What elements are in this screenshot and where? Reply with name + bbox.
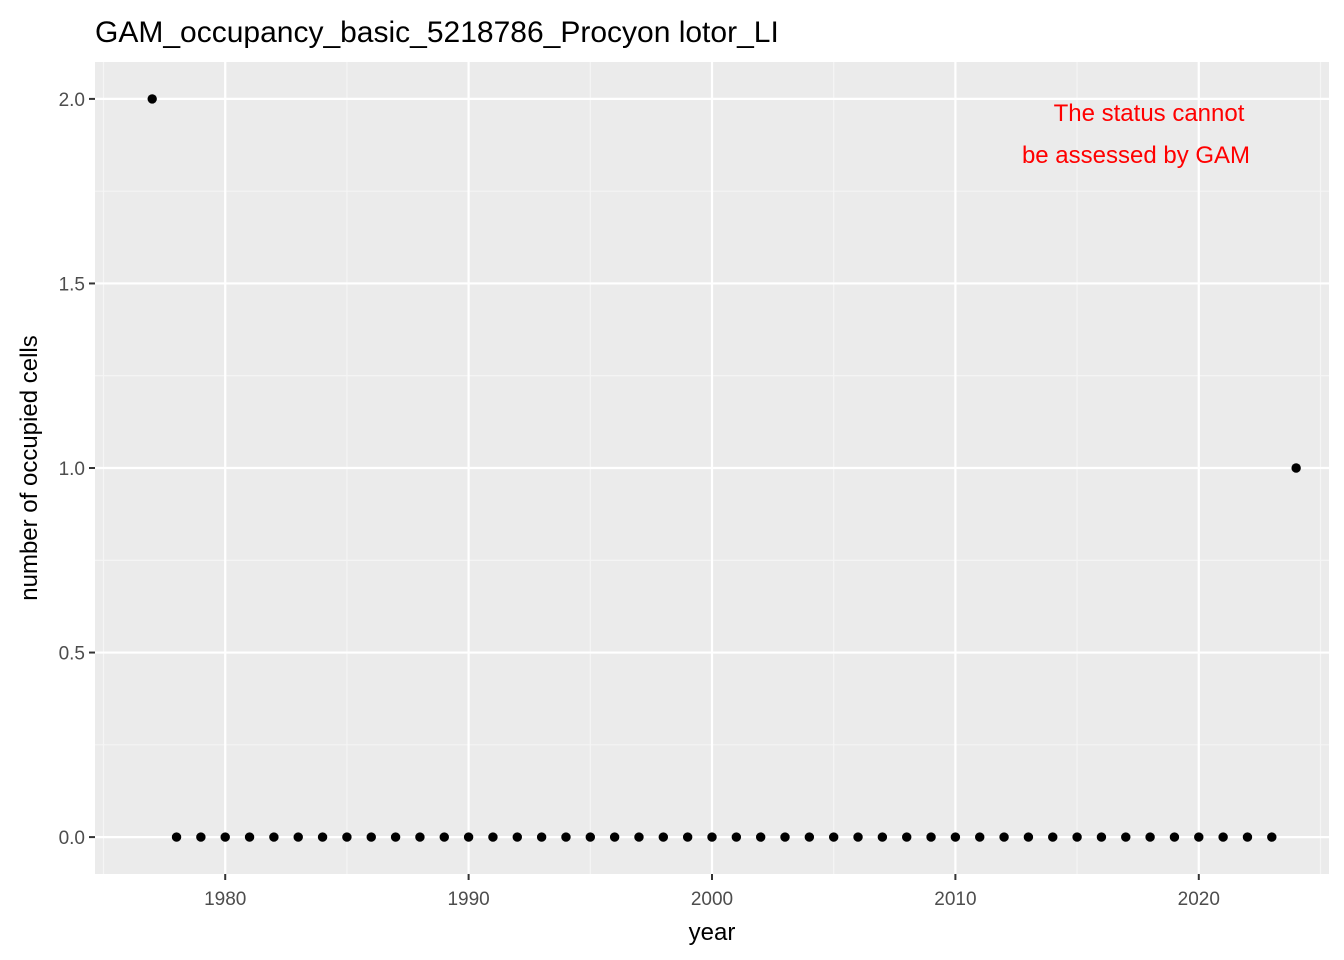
y-tick-label: 0.5 xyxy=(59,644,85,665)
y-tick-label: 2.0 xyxy=(59,90,85,111)
data-point xyxy=(293,832,303,842)
x-tick-label: 2000 xyxy=(691,889,733,910)
data-point xyxy=(731,832,742,842)
data-point xyxy=(609,832,620,842)
data-point xyxy=(244,832,255,842)
y-tick-label: 0.0 xyxy=(59,828,85,849)
annotation-line-1: The status cannot xyxy=(1054,100,1245,127)
data-point xyxy=(196,832,206,842)
data-point xyxy=(439,832,449,842)
data-point xyxy=(1048,832,1058,842)
data-point xyxy=(366,832,376,842)
data-point xyxy=(390,832,401,842)
data-point xyxy=(1218,832,1228,842)
data-point xyxy=(707,832,717,842)
y-axis-ticks: 0.0 0.5 1.0 1.5 2.0 xyxy=(59,90,95,849)
data-point xyxy=(682,832,693,842)
x-axis-title: year xyxy=(689,919,736,946)
data-point xyxy=(317,832,328,842)
data-point xyxy=(512,832,522,842)
x-tick-label: 2010 xyxy=(934,889,976,910)
data-point xyxy=(561,832,571,842)
data-point xyxy=(147,94,157,104)
data-point xyxy=(1242,832,1253,842)
data-point xyxy=(804,832,815,842)
data-point xyxy=(171,832,182,842)
data-point xyxy=(755,832,766,842)
x-tick-label: 1980 xyxy=(204,889,246,910)
data-point xyxy=(1145,832,1155,842)
data-point xyxy=(658,832,669,842)
status-annotation: The status cannot be assessed by GAM xyxy=(1022,100,1250,169)
data-point xyxy=(975,832,985,842)
data-point xyxy=(634,832,644,842)
x-tick-label: 1990 xyxy=(447,889,489,910)
data-point xyxy=(1072,832,1082,842)
data-point xyxy=(950,832,961,842)
data-point xyxy=(1121,832,1131,842)
y-tick-label: 1.5 xyxy=(59,274,85,295)
chart-title: GAM_occupancy_basic_5218786_Procyon loto… xyxy=(95,16,779,49)
data-point xyxy=(1023,832,1034,842)
data-point xyxy=(220,832,230,842)
data-point xyxy=(342,832,352,842)
data-point xyxy=(877,832,888,842)
annotation-line-2: be assessed by GAM xyxy=(1022,142,1250,169)
data-point xyxy=(780,832,790,842)
data-point xyxy=(463,832,474,842)
data-points xyxy=(147,94,1301,842)
data-point xyxy=(536,832,547,842)
data-point xyxy=(828,832,839,842)
data-point xyxy=(1194,832,1204,842)
data-point xyxy=(1267,832,1277,842)
data-point xyxy=(269,832,279,842)
data-point xyxy=(1291,463,1301,473)
data-point xyxy=(926,832,936,842)
x-axis-ticks: 1980 1990 2000 2010 2020 xyxy=(204,874,1220,910)
x-tick-label: 2020 xyxy=(1178,889,1220,910)
y-axis-title: number of occupied cells xyxy=(16,335,43,600)
data-point xyxy=(415,832,425,842)
data-point xyxy=(1096,832,1107,842)
data-point xyxy=(488,832,498,842)
data-point xyxy=(999,832,1009,842)
y-tick-label: 1.0 xyxy=(59,459,85,480)
data-point xyxy=(585,832,596,842)
data-point xyxy=(1169,832,1180,842)
data-point xyxy=(902,832,912,842)
data-point xyxy=(853,832,863,842)
